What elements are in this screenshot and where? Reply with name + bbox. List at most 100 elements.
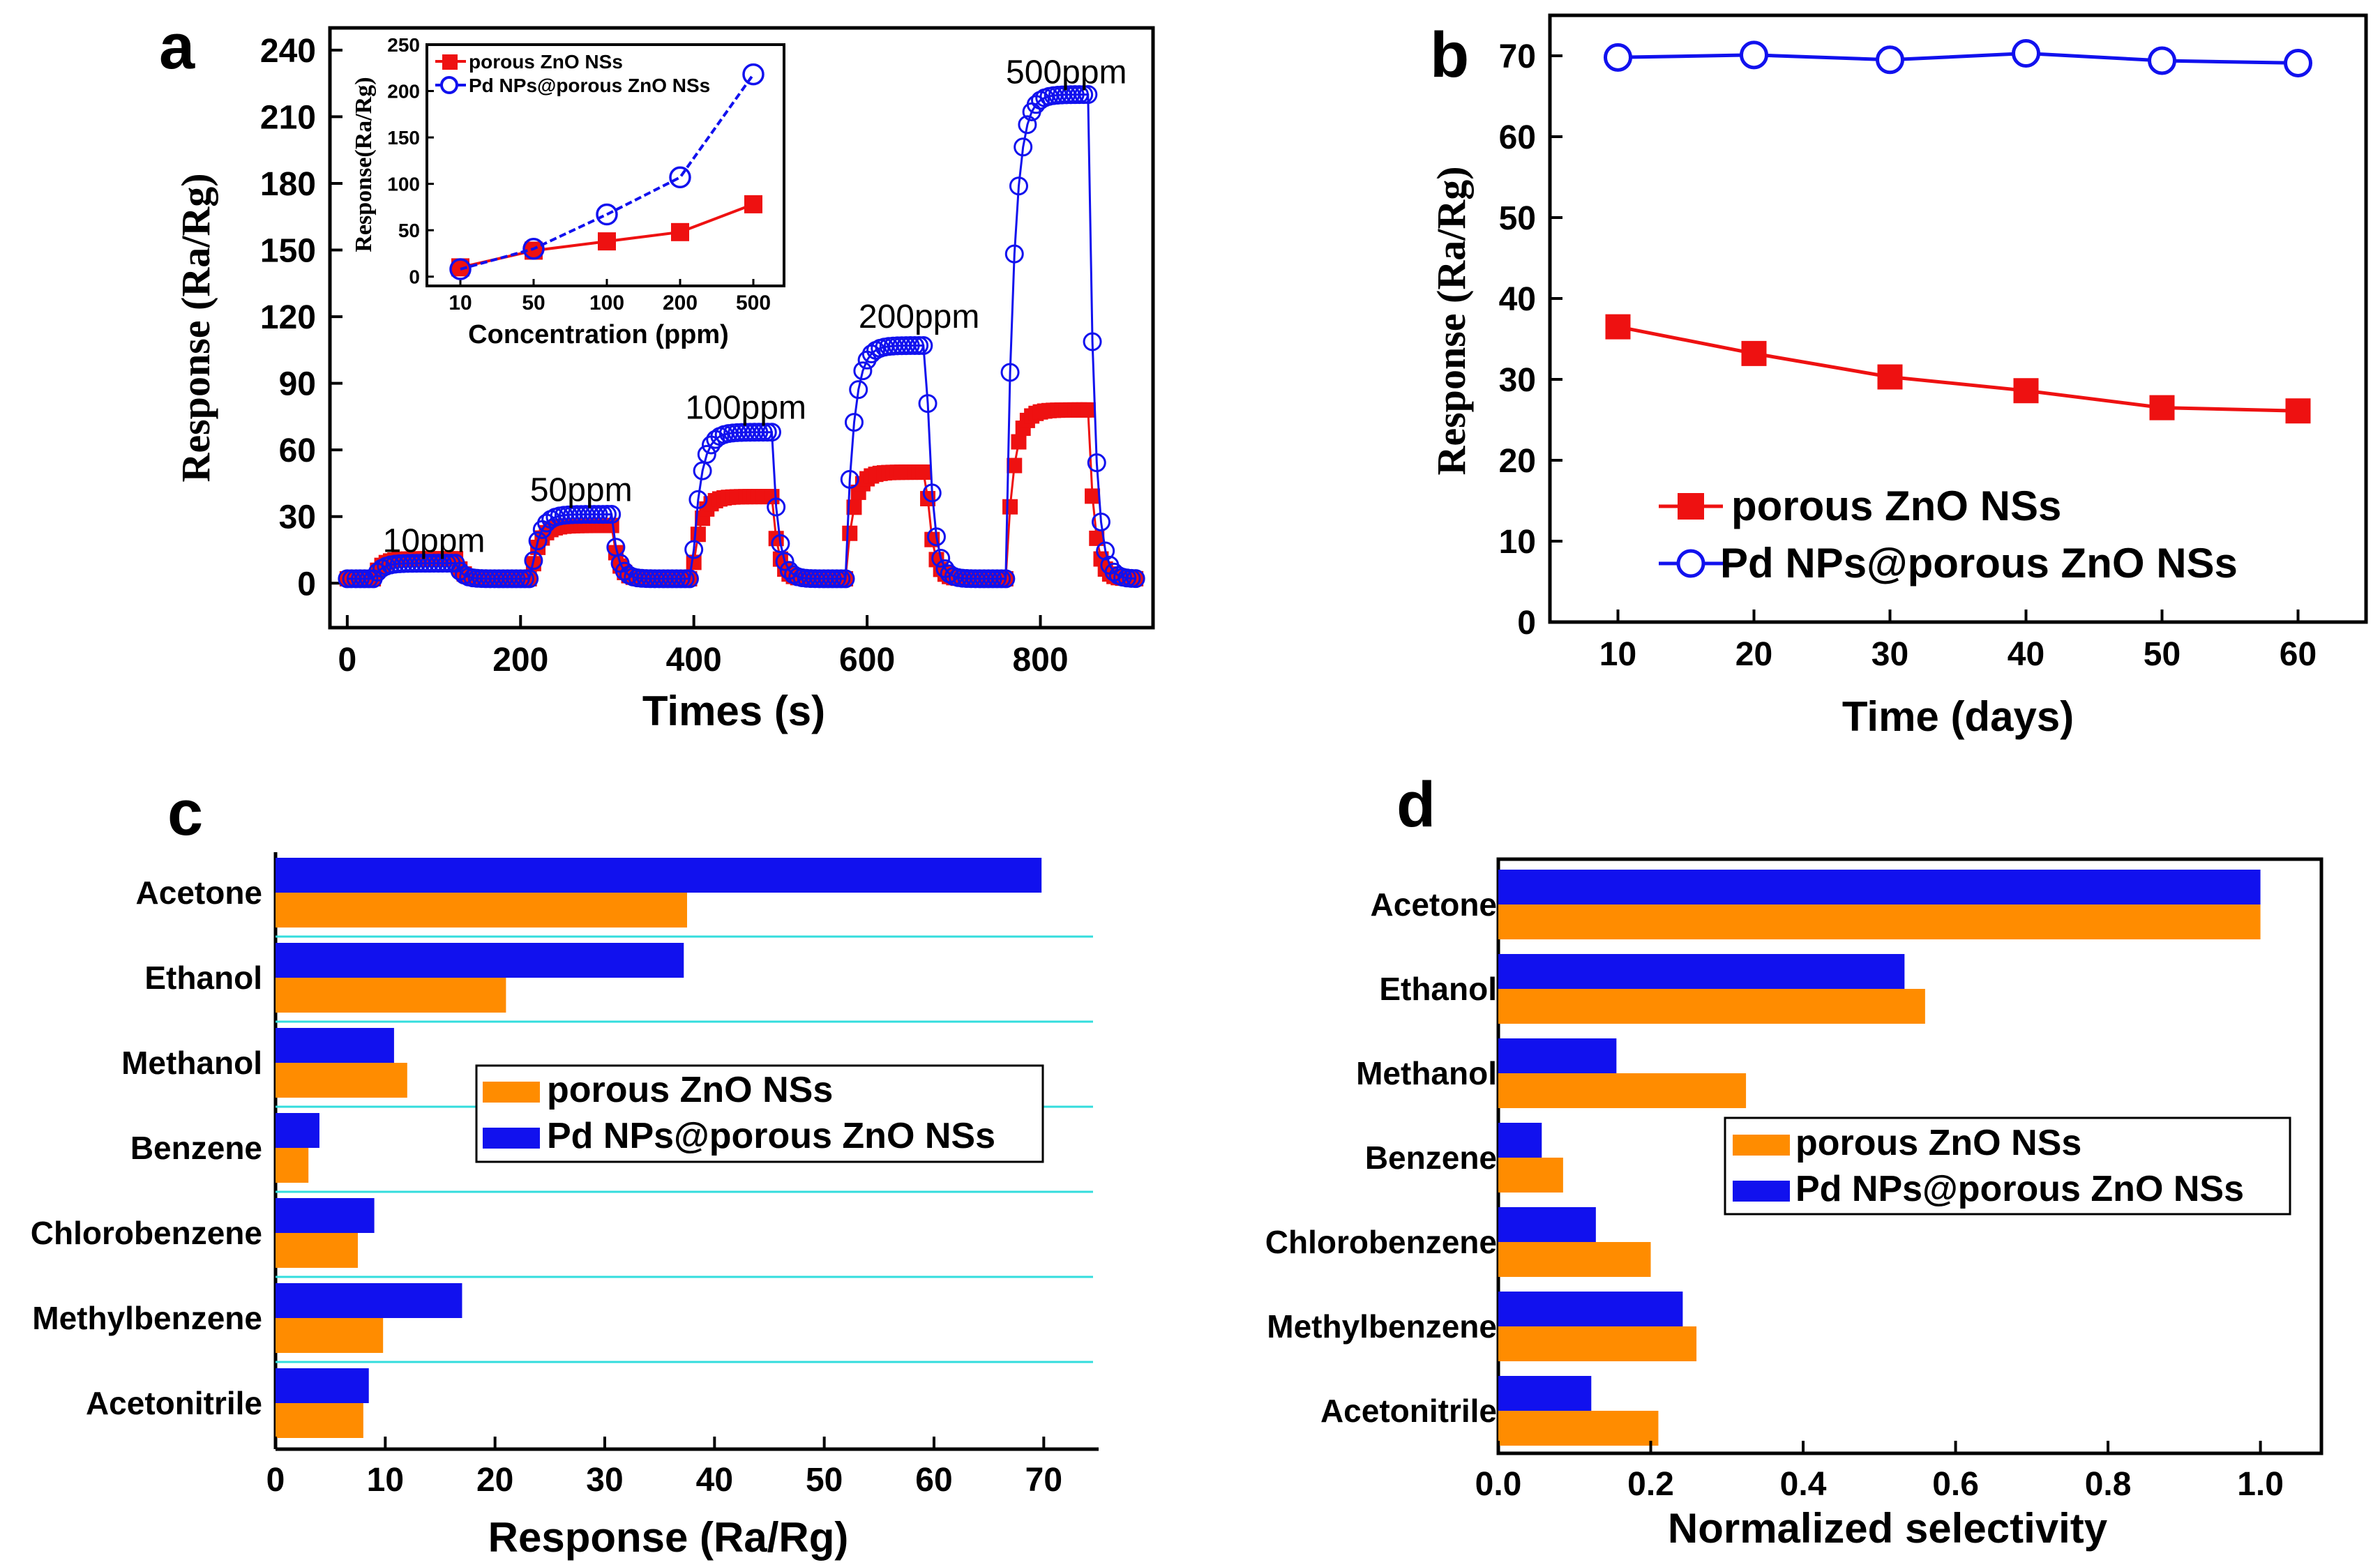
inset-legend-square-marker [442, 54, 458, 70]
a-point-pd [602, 505, 622, 524]
a-point-pd [771, 534, 790, 554]
d-bar-pd [1498, 870, 2261, 904]
a-point-pd [922, 483, 942, 503]
a-point-pd [350, 569, 370, 589]
a-point-pd [688, 490, 708, 509]
inset-x-tick-label: 200 [663, 292, 698, 315]
d-x-tick-label: 1.0 [2237, 1466, 2284, 1503]
a-point-pd [844, 413, 864, 432]
b-y-tick-label: 70 [1499, 38, 1536, 75]
b-point-porous [2149, 395, 2175, 421]
d-bar-pd [1498, 954, 1905, 989]
a-point-pd [1009, 176, 1028, 196]
b-point-pd [1740, 40, 1768, 70]
inset-legend: porous ZnO NSs Pd NPs@porous ZnO NSs [435, 51, 710, 96]
a-point-porous [608, 545, 624, 561]
a-point-pd [914, 335, 933, 355]
c-x-tick-label: 0 [266, 1462, 285, 1499]
d-bar-porous [1498, 1411, 1659, 1446]
b-x-tick-label: 20 [1735, 636, 1772, 673]
c-legend-entry-pd: Pd NPs@porous ZnO NSs [547, 1116, 995, 1156]
inset-y-tick-label: 0 [409, 266, 420, 288]
inset-point-pd [449, 258, 472, 280]
panel-b-data [1604, 39, 2312, 424]
c-legend-entry-porous: porous ZnO NSs [547, 1070, 833, 1110]
panel-a-x-axis-label: Times (s) [642, 688, 825, 734]
b-y-tick-label: 50 [1499, 200, 1536, 237]
panel-c-legend: porous ZnO NSs Pd NPs@porous ZnO NSs [475, 1064, 1044, 1163]
panel-c-bars [276, 858, 1042, 1438]
d-category-label: Acetonitrile [1320, 1393, 1497, 1429]
a-point-pd [918, 394, 937, 414]
d-x-tick-label: 0.0 [1475, 1466, 1522, 1503]
b-point-porous [1877, 364, 1903, 390]
a-point-porous [690, 527, 706, 543]
b-point-pd [2012, 39, 2040, 68]
b-legend-entry-porous: porous ZnO NSs [1731, 483, 2061, 529]
a-x-tick-label: 600 [839, 642, 895, 679]
a-point-pd [675, 569, 695, 589]
d-bar-porous [1498, 989, 1925, 1024]
c-bar-pd [276, 1113, 319, 1148]
a-point-pd [511, 569, 530, 589]
inset-x-tick-label: 500 [736, 292, 771, 315]
a-point-pd [775, 552, 794, 571]
inset-y-tick-label: 150 [387, 127, 420, 149]
c-x-tick-label: 10 [367, 1462, 404, 1499]
a-point-pd [836, 569, 855, 589]
panel-d-category-labels: Acetone Ethanol Methanol Benzene Chlorobenze… [1265, 886, 1497, 1429]
a-point-porous [1085, 488, 1101, 504]
a-point-porous [1080, 402, 1096, 418]
a-point-pd [910, 336, 929, 356]
a-point-pd [1014, 137, 1033, 157]
inset-point-pd [669, 166, 691, 189]
a-point-pd [1078, 85, 1098, 105]
b-y-tick-label: 10 [1499, 524, 1536, 561]
panel-c-x-axis-label: Response (Ra/Rg) [488, 1514, 849, 1561]
inset-point-porous [744, 195, 762, 213]
c-x-tick-label: 60 [915, 1462, 952, 1499]
panel-b-legend: porous ZnO NSs Pd NPs@porous ZnO NSs [1659, 483, 2238, 586]
d-legend-orange-swatch [1733, 1135, 1790, 1156]
a-concentration-annotation: 10ppm [383, 523, 485, 560]
a-point-pd [1087, 453, 1106, 473]
d-bar-pd [1498, 1207, 1596, 1242]
b-point-porous [1605, 314, 1631, 340]
a-point-pd [506, 569, 526, 589]
a-y-tick-label: 0 [297, 566, 316, 603]
b-y-tick-label: 0 [1517, 605, 1536, 642]
a-point-pd [1004, 244, 1024, 264]
panel-a-x-ticks: 0 200 400 600 800 [338, 615, 1069, 679]
d-x-tick-label: 0.4 [1780, 1466, 1827, 1503]
d-category-label: Ethanol [1379, 971, 1497, 1007]
a-point-pd [840, 469, 859, 489]
a-point-pd [1083, 332, 1102, 351]
d-category-label: Methylbenzene [1267, 1308, 1497, 1345]
inset-point-pd [522, 238, 545, 260]
b-point-pd [1604, 43, 1632, 72]
panel-b-x-axis-label: Time (days) [1842, 693, 2074, 740]
a-y-tick-label: 60 [279, 432, 316, 469]
a-y-tick-label: 180 [260, 166, 316, 203]
a-y-tick-label: 30 [279, 499, 316, 536]
panel-a-label: a [159, 11, 195, 82]
inset-y-tick-label: 50 [398, 220, 420, 241]
c-bar-porous [276, 978, 506, 1013]
a-point-pd [996, 569, 1016, 589]
panel-a-plot-frame [328, 26, 1155, 630]
a-y-tick-label: 150 [260, 233, 316, 270]
panel-b-label: b [1430, 20, 1469, 91]
d-x-tick-label: 0.8 [2085, 1466, 2132, 1503]
d-bar-porous [1498, 1242, 1651, 1277]
d-legend-entry-porous: porous ZnO NSs [1795, 1123, 2081, 1163]
inset-y-tick-label: 100 [387, 174, 420, 195]
c-x-tick-label: 40 [696, 1462, 733, 1499]
d-legend-box [1724, 1116, 2291, 1216]
b-series-line [1618, 51, 2298, 65]
c-category-label: Methylbenzene [32, 1300, 262, 1336]
b-point-porous [2285, 398, 2311, 424]
c-bar-porous [276, 1148, 309, 1183]
c-x-tick-label: 20 [476, 1462, 513, 1499]
b-legend-entry-pd: Pd NPs@porous ZnO NSs [1720, 540, 2238, 586]
